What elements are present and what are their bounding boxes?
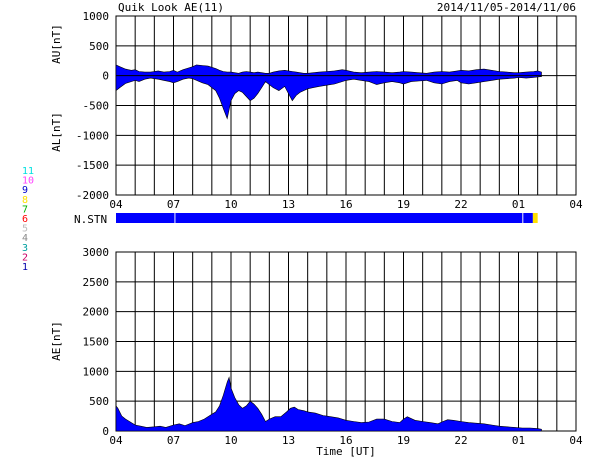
station-segment <box>523 213 533 223</box>
y-axis-label-ae: AE[nT] <box>50 321 63 361</box>
y-tick-label: 0 <box>102 70 109 83</box>
figure-title: Quik Look AE(11) <box>118 1 224 14</box>
y-axis-label-au: AU[nT] <box>50 24 63 64</box>
legend-station-1: 1 <box>22 262 28 273</box>
ae-area <box>115 376 542 432</box>
y-tick-label: 0 <box>102 425 109 438</box>
station-segment <box>175 213 523 223</box>
x-tick-label: 16 <box>339 198 352 211</box>
station-segment <box>116 213 175 223</box>
y-tick-label: 1000 <box>83 365 110 378</box>
date-range: 2014/11/05-2014/11/06 <box>437 1 576 14</box>
legend-station-3: 3 <box>22 243 28 254</box>
x-tick-label: 10 <box>224 198 237 211</box>
y-tick-label: -1000 <box>76 129 109 142</box>
x-tick-label: 07 <box>167 434 180 447</box>
y-tick-label: 1000 <box>83 10 110 23</box>
y-tick-label: 500 <box>89 40 109 53</box>
legend-station-10: 10 <box>22 176 34 187</box>
x-tick-label: 10 <box>224 434 237 447</box>
legend-station-9: 9 <box>22 185 28 196</box>
x-tick-label: 04 <box>109 434 123 447</box>
station-strip-label: N.STN <box>74 213 107 226</box>
y-tick-label: 2500 <box>83 276 110 289</box>
x-tick-label: 04 <box>569 198 583 211</box>
y-tick-label: -2000 <box>76 189 109 202</box>
au-al-envelope-area <box>115 64 542 120</box>
x-tick-label: 22 <box>454 434 467 447</box>
legend-station-5: 5 <box>22 224 28 235</box>
x-tick-label: 16 <box>339 434 352 447</box>
y-tick-label: 1500 <box>83 336 110 349</box>
y-tick-label: 3000 <box>83 246 110 259</box>
x-axis-label: Time [UT] <box>316 445 376 458</box>
legend-station-4: 4 <box>22 233 28 244</box>
x-tick-label: 22 <box>454 198 467 211</box>
legend-station-11: 11 <box>22 166 34 177</box>
x-tick-label: 13 <box>282 434 295 447</box>
plot-frame <box>115 15 577 196</box>
x-tick-label: 13 <box>282 198 295 211</box>
x-tick-label: 07 <box>167 198 180 211</box>
x-tick-label: 01 <box>512 434 525 447</box>
legend-station-7: 7 <box>22 204 28 215</box>
y-tick-label: 2000 <box>83 306 110 319</box>
x-tick-label: 19 <box>397 434 410 447</box>
legend-station-6: 6 <box>22 214 28 225</box>
y-axis-label-al: AL[nT] <box>50 112 63 152</box>
station-count-strip: N.STN <box>74 213 538 226</box>
legend-station-2: 2 <box>22 252 28 263</box>
x-tick-label: 04 <box>109 198 123 211</box>
x-tick-label: 19 <box>397 198 410 211</box>
legend-station-8: 8 <box>22 195 28 206</box>
y-tick-label: 500 <box>89 395 109 408</box>
y-tick-label: -500 <box>83 100 110 113</box>
x-tick-label: 01 <box>512 198 525 211</box>
station-segment <box>532 213 538 223</box>
x-tick-label: 04 <box>569 434 583 447</box>
y-tick-label: -1500 <box>76 159 109 172</box>
